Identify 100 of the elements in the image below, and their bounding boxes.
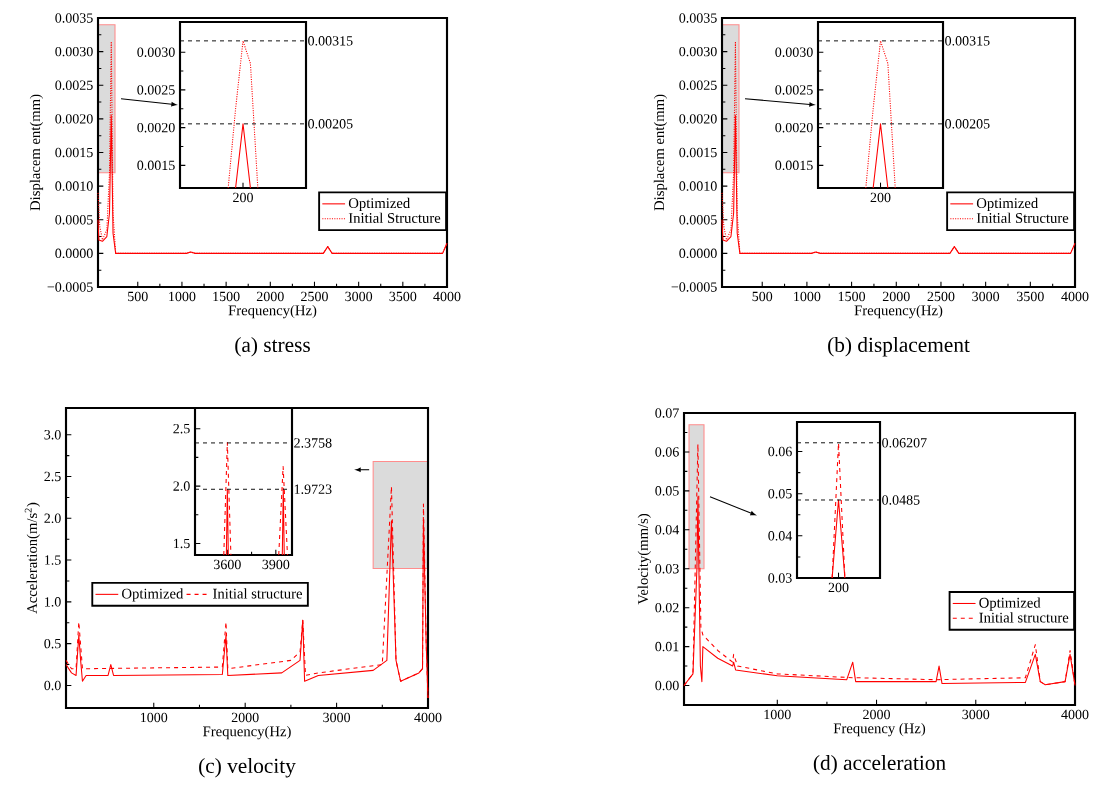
x-tick-label: 1000	[794, 291, 821, 302]
ref-line-label: 0.00205	[308, 119, 353, 129]
ref-line-label: 0.00315	[945, 36, 990, 46]
x-tick-label: 1500	[213, 291, 240, 302]
x-tick-label: 3500	[1017, 291, 1044, 302]
y-tick-label: 0.0025	[775, 85, 813, 95]
y-tick-label: 2.5	[173, 423, 190, 434]
y-tick-label: 1.5	[45, 555, 61, 565]
ref-line-label: 0.0485	[882, 495, 920, 505]
legend-label: Initial structure	[979, 612, 1069, 623]
x-tick-label: 500	[752, 291, 773, 302]
y-tick-label: 1.5	[174, 538, 190, 549]
x-tick-label: 3000	[962, 709, 990, 720]
x-tick-label: 1000	[764, 709, 791, 720]
y-tick-label: 0.01	[655, 641, 679, 652]
y-tick-label: 2.0	[173, 481, 190, 491]
y-tick-label: 0.0025	[137, 85, 175, 95]
text: (d) acceleration	[813, 755, 946, 775]
ref-line-label: 0.00205	[945, 119, 990, 129]
y-tick-label: 2.5	[44, 471, 61, 482]
y-tick-label: 0.0030	[775, 47, 813, 57]
x-axis-title: Frequency (Hz)	[833, 722, 926, 737]
y-tick-label: 3.0	[44, 429, 61, 440]
y-tick-label: 0.0030	[55, 46, 93, 57]
y-axis-title: Acceleration(m/s$^{2}$)	[24, 502, 40, 614]
y-axis-title: Displacem ent(mm)	[29, 94, 44, 211]
y-tick-label: 0.04	[655, 525, 680, 535]
y-tick-label: 0.03	[768, 573, 792, 583]
x-tick-label: 1000	[141, 712, 168, 723]
x-axis-title: Frequency(Hz)	[228, 304, 317, 319]
ref-line-label: 1.9723	[294, 484, 332, 494]
text: (a) stress	[235, 337, 310, 357]
legend-label: Initial Structure	[976, 212, 1069, 223]
y-tick-label: 0.0035	[55, 13, 93, 23]
x-tick-label: 200	[870, 192, 891, 203]
x-tick-label: 3900	[262, 559, 290, 570]
ref-line-label: 0.06207	[882, 438, 927, 448]
x-tick-label: 1000	[169, 291, 196, 302]
y-tick-label: 0.0030	[137, 47, 175, 57]
x-tick-label: 2000	[863, 709, 890, 720]
y-axis-title: Displacem ent(mm)	[653, 94, 668, 211]
y-tick-label: 0.0015	[137, 160, 175, 171]
x-tick-label: 4000	[1061, 709, 1089, 720]
y-tick-label: 0.02	[655, 602, 679, 613]
y-tick-label: 0.0025	[55, 80, 93, 90]
x-tick-label: 3600	[214, 559, 241, 570]
x-tick-label: 4000	[414, 712, 442, 723]
x-tick-label: 2500	[927, 291, 955, 302]
x-axis-title: Frequency(Hz)	[203, 725, 291, 740]
x-tick-label: 4000	[433, 291, 461, 302]
x-axis-title: Frequency(Hz)	[854, 304, 943, 319]
legend-label: Initial structure	[213, 588, 303, 599]
y-tick-label: 0.06	[655, 447, 679, 457]
y-tick-label: 0.03	[655, 563, 679, 574]
y-tick-label: 0.0000	[679, 248, 717, 259]
y-tick-label: 0.0010	[679, 181, 717, 191]
line-series	[227, 40, 259, 189]
legend-label: Optimized	[979, 597, 1041, 611]
y-tick-label: 0.0020	[775, 122, 813, 133]
y-tick-label: 0.0005	[679, 215, 717, 225]
x-tick-label: 200	[233, 192, 253, 203]
x-tick-label: 500	[128, 291, 148, 302]
y-tick-label: 2.0	[44, 513, 61, 524]
y-tick-label: 0.5	[44, 638, 61, 649]
y-tick-label: 0.0020	[679, 114, 717, 124]
x-tick-label: 4000	[1061, 291, 1089, 302]
y-tick-label: 0.0035	[679, 13, 717, 23]
x-tick-label: 3000	[972, 291, 1000, 302]
y-axis-title: Velocity(mm/s)	[637, 513, 651, 605]
y-tick-label: −0.0005	[671, 282, 717, 292]
x-tick-label: 2000	[882, 291, 910, 302]
y-tick-label: 0.04	[768, 531, 793, 541]
y-tick-label: 0.05	[655, 486, 679, 496]
y-tick-label: 0.0005	[55, 215, 93, 225]
x-tick-label: 2000	[256, 291, 284, 302]
y-tick-label: 0.0000	[55, 248, 93, 259]
y-tick-label: 0.05	[768, 488, 792, 499]
line-series	[865, 40, 896, 189]
x-tick-label: 1500	[838, 291, 866, 302]
legend-label: Initial Structure	[348, 212, 441, 223]
y-tick-label: 0.0015	[55, 147, 93, 158]
x-tick-label: 3000	[323, 712, 351, 723]
text: (b) displacement	[828, 337, 970, 357]
x-tick-label: 2500	[301, 291, 328, 302]
text: (c) velocity	[199, 758, 296, 778]
y-tick-label: 0.0010	[55, 181, 93, 191]
y-tick-label: 0.0	[44, 680, 61, 691]
y-tick-label: 0.0015	[775, 160, 813, 171]
x-tick-label: 2000	[231, 712, 259, 723]
y-tick-label: 0.00	[655, 680, 679, 691]
ref-line-label: 0.00315	[308, 36, 353, 46]
x-tick-label: 3000	[345, 291, 373, 302]
legend-label: Optimized	[122, 588, 184, 602]
y-tick-label: 0.0020	[137, 122, 175, 133]
y-tick-label: 0.07	[655, 408, 679, 418]
y-tick-label: 0.0015	[679, 147, 717, 158]
x-tick-label: 200	[828, 582, 849, 593]
y-tick-label: 1.0	[45, 597, 61, 607]
legend-label: Optimized	[976, 197, 1039, 212]
legend-label: Optimized	[348, 197, 411, 212]
